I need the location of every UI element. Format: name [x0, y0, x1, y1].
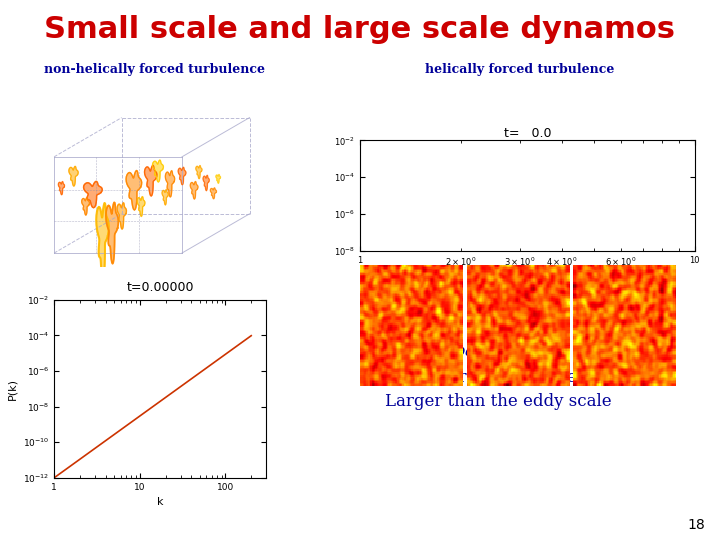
Text: 18: 18	[688, 518, 705, 532]
Polygon shape	[153, 160, 163, 182]
Polygon shape	[106, 202, 118, 264]
X-axis label: k: k	[157, 497, 163, 507]
Polygon shape	[162, 190, 168, 205]
Polygon shape	[166, 171, 175, 197]
Text: Larger than the eddy scale: Larger than the eddy scale	[385, 394, 611, 410]
Title: t=0.00000: t=0.00000	[127, 281, 194, 294]
Polygon shape	[203, 176, 210, 191]
Text: Small scale and large scale dynamos: Small scale and large scale dynamos	[45, 16, 675, 44]
Text: t= 6.1.0: t= 6.1.0	[54, 255, 79, 260]
Polygon shape	[117, 203, 127, 229]
Polygon shape	[126, 171, 142, 210]
Y-axis label: P(k): P(k)	[7, 378, 17, 400]
Polygon shape	[69, 166, 78, 186]
Polygon shape	[81, 198, 89, 215]
Polygon shape	[96, 203, 109, 280]
Polygon shape	[137, 197, 145, 217]
Polygon shape	[190, 181, 198, 199]
Polygon shape	[84, 181, 102, 208]
Polygon shape	[178, 167, 186, 185]
Text: non-helically forced turbulence: non-helically forced turbulence	[45, 64, 266, 77]
Polygon shape	[210, 188, 217, 199]
Text: Scale separation :==: Scale separation :==	[385, 343, 564, 361]
Polygon shape	[58, 181, 65, 195]
Polygon shape	[145, 165, 157, 196]
Polygon shape	[216, 174, 220, 183]
Text: There is room on scales: There is room on scales	[385, 368, 585, 386]
Title: t=   0.0: t= 0.0	[504, 127, 551, 140]
Polygon shape	[196, 166, 202, 179]
Text: helically forced turbulence: helically forced turbulence	[426, 64, 615, 77]
